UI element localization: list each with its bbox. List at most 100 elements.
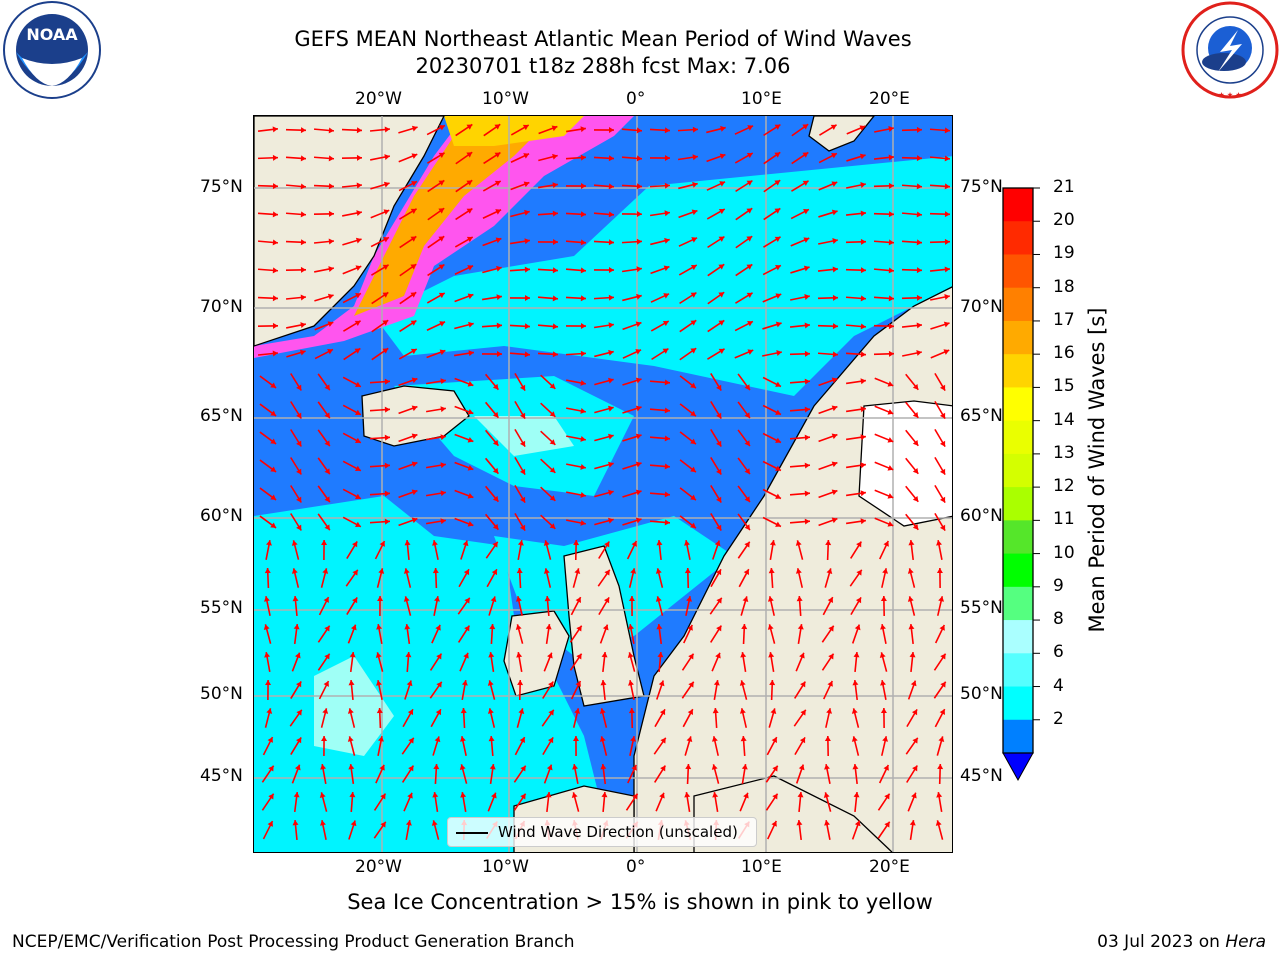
wind-wave-arrow: [818, 181, 838, 191]
wind-wave-arrow: [907, 568, 916, 588]
wind-wave-arrow: [683, 624, 693, 644]
wind-wave-arrow: [537, 239, 559, 246]
lon-label-top-20w: 20°W: [355, 89, 402, 109]
wind-wave-arrow: [403, 596, 412, 616]
wind-wave-arrow: [627, 652, 636, 672]
wind-wave-arrow: [403, 568, 412, 588]
map-legend: Wind Wave Direction (unscaled): [447, 817, 757, 847]
wind-wave-arrow: [679, 487, 697, 501]
wind-wave-arrow: [768, 652, 775, 672]
wind-wave-arrow: [459, 764, 468, 784]
wind-wave-arrow: [593, 267, 615, 274]
wind-wave-arrow: [594, 433, 614, 442]
colorbar-tick-label: 13: [1053, 442, 1075, 463]
wind-wave-arrow: [650, 320, 670, 332]
lon-label-bottom-10e: 10°E: [741, 857, 782, 877]
wind-wave-arrow: [739, 680, 748, 700]
colorbar-bands: [1003, 188, 1033, 754]
wind-wave-arrow: [484, 429, 500, 447]
wind-wave-arrow: [399, 235, 417, 249]
wind-wave-arrow: [678, 237, 698, 247]
wind-wave-arrow: [622, 517, 642, 526]
wind-wave-arrow: [482, 208, 502, 220]
wind-wave-arrow: [707, 348, 725, 360]
land-masses: [254, 116, 952, 852]
wind-wave-arrow: [789, 406, 811, 413]
wind-wave-arrow: [822, 680, 834, 700]
wind-wave-arrow: [768, 567, 775, 589]
colorbar-tick-label: 2: [1053, 708, 1064, 729]
wind-wave-arrow: [290, 681, 302, 699]
wind-wave-arrow: [817, 266, 839, 273]
wind-wave-arrow: [398, 489, 418, 499]
wind-wave-arrow: [685, 763, 692, 785]
wind-wave-arrow: [370, 181, 390, 190]
wind-wave-arrow: [681, 681, 695, 699]
wind-wave-arrow: [762, 376, 782, 388]
wind-wave-arrow: [432, 540, 439, 560]
wind-wave-arrow: [398, 461, 418, 471]
wind-wave-arrow: [487, 792, 497, 812]
wind-wave-arrow: [735, 179, 753, 193]
wind-wave-arrow: [763, 207, 781, 221]
wind-wave-arrow: [566, 491, 586, 498]
wind-wave-arrow: [905, 401, 919, 419]
wind-wave-arrow: [482, 265, 502, 274]
wind-wave-arrow: [709, 625, 723, 643]
wind-wave-arrow: [373, 793, 387, 811]
wind-wave-arrow: [763, 179, 781, 193]
colorbar-tick-label: 17: [1053, 309, 1075, 330]
wind-wave-arrow: [874, 489, 894, 499]
wind-wave-arrow: [426, 124, 446, 136]
wind-wave-arrow: [432, 791, 439, 813]
wind-wave-arrow: [656, 623, 663, 645]
wind-wave-arrow: [649, 182, 671, 189]
wind-wave-arrow: [291, 568, 300, 588]
wind-wave-arrow: [572, 764, 579, 784]
wind-wave-arrow: [654, 708, 666, 728]
wind-wave-arrow: [565, 295, 587, 302]
wind-wave-arrow: [794, 736, 806, 756]
wind-wave-arrow: [569, 625, 583, 643]
wind-wave-arrow: [707, 319, 725, 333]
wind-wave-arrow: [684, 791, 691, 813]
wind-wave-arrow: [851, 820, 861, 840]
wind-wave-arrow: [657, 651, 664, 673]
colorbar-band: [1003, 320, 1033, 355]
wind-wave-arrow: [879, 652, 888, 672]
wind-wave-arrow: [514, 372, 526, 392]
wind-wave-arrow: [342, 488, 362, 500]
wind-wave-arrow: [455, 179, 473, 193]
wind-wave-arrow: [711, 764, 720, 784]
wind-wave-arrow: [540, 430, 556, 446]
colorbar-band: [1003, 387, 1033, 422]
wind-wave-arrow: [538, 125, 558, 135]
wind-wave-arrow: [481, 351, 503, 358]
wind-wave-arrow: [259, 515, 277, 529]
wind-wave-arrow: [795, 540, 804, 560]
wind-wave-arrow: [376, 568, 385, 588]
wind-wave-arrow: [484, 373, 500, 391]
wind-wave-arrow: [593, 294, 615, 301]
map-panel: [253, 115, 953, 853]
wind-wave-arrow: [290, 737, 302, 755]
wind-wave-arrow: [845, 210, 867, 217]
lat-label-right-65n: 65°N: [960, 406, 1003, 426]
wind-wave-arrow: [901, 294, 923, 301]
sea-ice-caption: Sea Ice Concentration > 15% is shown in …: [347, 890, 933, 914]
colorbar-band: [1003, 686, 1033, 721]
colorbar-tick-label: 21: [1053, 177, 1075, 197]
wind-wave-arrow: [707, 291, 725, 305]
colorbar-tick-label: 8: [1053, 609, 1064, 630]
wind-wave-arrow: [485, 541, 499, 559]
wind-wave-arrow: [293, 623, 300, 645]
wind-wave-arrow: [429, 681, 443, 699]
wind-wave-arrow: [515, 596, 523, 616]
wind-wave-arrow: [621, 183, 643, 190]
wind-wave-arrow: [789, 462, 811, 469]
wind-wave-arrow: [649, 210, 671, 217]
wind-wave-arrow: [259, 487, 277, 501]
wind-wave-arrow: [399, 291, 417, 305]
wind-wave-arrow: [649, 379, 671, 386]
wind-wave-arrow: [455, 207, 473, 221]
